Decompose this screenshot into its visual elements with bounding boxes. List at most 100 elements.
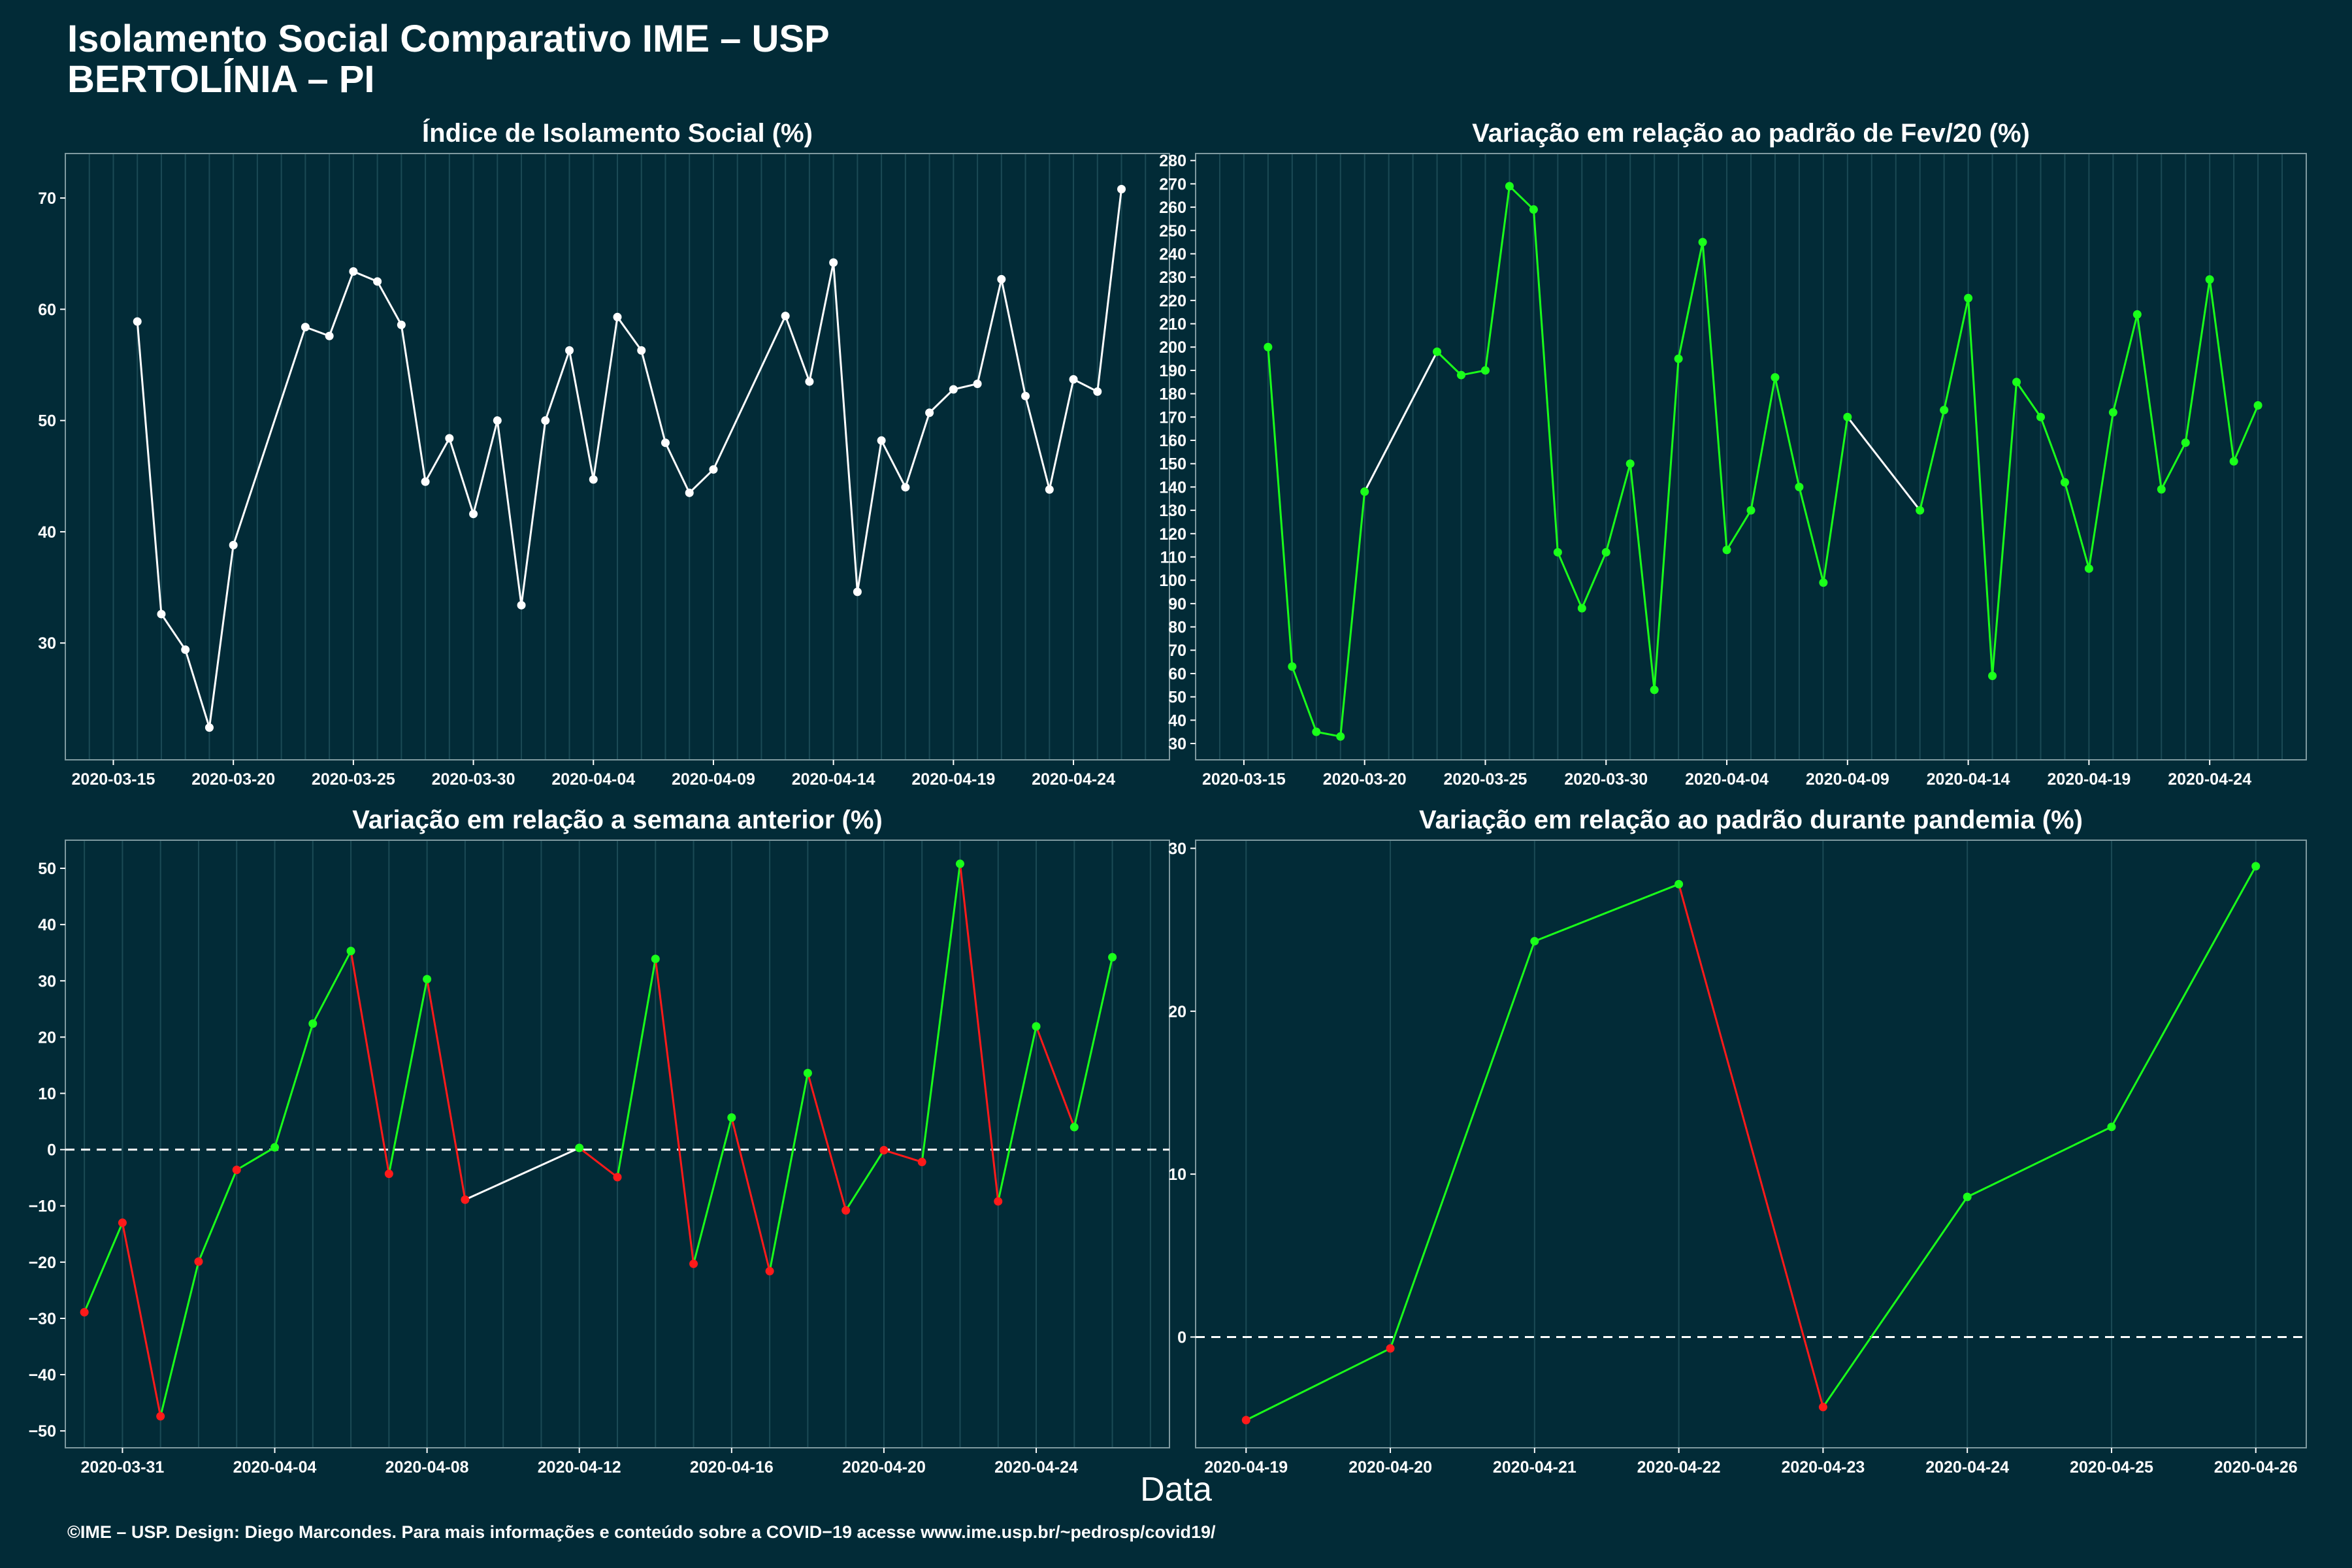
data-point	[1843, 412, 1852, 421]
data-point	[2181, 438, 2190, 448]
series-segment	[1822, 417, 1849, 583]
chart-subtitle: BERTOLÍNIA – PI	[67, 58, 375, 101]
series-segment	[1073, 956, 1114, 1128]
series-segment	[921, 863, 961, 1162]
data-point	[373, 277, 382, 286]
data-point	[1530, 937, 1539, 946]
y-tick-label: −40	[29, 1366, 56, 1384]
series-segment	[578, 1147, 618, 1178]
data-point	[346, 947, 355, 956]
data-point	[2132, 310, 2142, 319]
y-tick-label: 70	[38, 189, 56, 208]
x-tick-label: 2020-04-23	[1781, 1458, 1865, 1477]
series-segment	[2160, 442, 2187, 490]
series-segment	[544, 350, 570, 421]
series-segment	[689, 468, 715, 494]
series-segment	[2087, 412, 2114, 569]
data-point	[2229, 457, 2238, 466]
series-segment	[2208, 279, 2235, 462]
series-segment	[312, 950, 352, 1024]
series-segment	[1339, 491, 1366, 737]
y-tick-label: 40	[38, 916, 56, 934]
data-point	[229, 540, 238, 549]
panel-title: Índice de Isolamento Social (%)	[422, 118, 813, 148]
data-point	[1819, 578, 1828, 587]
series-segment	[806, 1073, 847, 1211]
data-point	[1433, 347, 1442, 356]
series-segment	[1750, 377, 1776, 511]
x-tick-label: 2020-03-25	[1444, 770, 1527, 789]
data-point	[157, 610, 166, 619]
data-point	[204, 723, 214, 732]
series-segment	[592, 317, 619, 480]
y-tick-label: 250	[1159, 222, 1186, 240]
series-segment	[136, 321, 163, 615]
y-tick-label: 130	[1159, 502, 1186, 520]
series-segment	[1967, 1126, 2112, 1198]
y-tick-label: 230	[1159, 269, 1186, 287]
data-point	[994, 1197, 1003, 1206]
series-segment	[1798, 487, 1825, 583]
data-point	[1746, 506, 1756, 515]
series-segment	[2016, 381, 2042, 418]
series-segment	[350, 951, 390, 1174]
series-segment	[1389, 941, 1536, 1349]
data-point	[565, 346, 574, 355]
data-point	[469, 510, 478, 519]
data-point	[1093, 387, 1102, 396]
data-point	[493, 416, 502, 425]
data-point	[156, 1412, 165, 1421]
y-tick-label: 0	[1177, 1328, 1186, 1347]
series-segment	[808, 262, 835, 382]
x-tick-label: 2020-04-22	[1637, 1458, 1721, 1477]
data-point	[2036, 412, 2045, 421]
series-segment	[520, 420, 547, 606]
series-segment	[1024, 395, 1051, 490]
data-point	[997, 274, 1006, 284]
series-segment	[160, 613, 186, 651]
data-point	[80, 1307, 89, 1316]
panel-frame	[65, 153, 1170, 760]
series-segment	[1967, 298, 1994, 676]
data-point	[1312, 727, 1321, 736]
x-tick-label: 2020-04-24	[994, 1458, 1078, 1477]
data-point	[2084, 564, 2093, 573]
series-segment	[1774, 377, 1801, 487]
series-segment	[184, 649, 210, 728]
series-segment	[1291, 666, 1318, 732]
y-tick-label: 30	[1168, 735, 1186, 753]
series-segment	[208, 545, 235, 728]
y-tick-label: 10	[1168, 1166, 1186, 1184]
series-segment	[693, 1117, 733, 1264]
y-tick-label: 190	[1159, 362, 1186, 380]
series-segment	[2112, 314, 2138, 413]
data-point	[637, 346, 646, 355]
series-segment	[654, 958, 695, 1264]
data-point	[1577, 604, 1586, 613]
y-tick-label: 10	[38, 1085, 56, 1103]
data-point	[765, 1267, 774, 1276]
series-segment	[845, 1149, 885, 1211]
panel-title: Variação em relação ao padrão durante pa…	[1419, 806, 2083, 834]
series-segment	[1605, 463, 1631, 553]
data-point	[2253, 400, 2262, 410]
data-point	[949, 385, 958, 394]
data-point	[589, 475, 598, 484]
series-segment	[904, 412, 931, 488]
series-segment	[616, 958, 657, 1178]
data-point	[689, 1259, 698, 1268]
data-point	[1818, 1403, 1827, 1412]
y-tick-label: 70	[1168, 642, 1186, 660]
data-point	[1722, 546, 1731, 555]
y-tick-label: 40	[38, 523, 56, 542]
y-tick-label: 20	[38, 1028, 56, 1047]
x-tick-label: 2020-04-20	[1348, 1458, 1432, 1477]
series-segment	[1509, 185, 1535, 210]
series-segment	[274, 1023, 314, 1148]
x-tick-label: 2020-04-14	[1927, 770, 2010, 789]
chart-title: Isolamento Social Comparativo IME – USP	[67, 18, 830, 60]
series-segment	[1580, 551, 1607, 609]
x-tick-label: 2020-03-15	[1202, 770, 1286, 789]
x-tick-label: 2020-04-19	[911, 770, 995, 789]
series-segment	[2184, 279, 2211, 443]
